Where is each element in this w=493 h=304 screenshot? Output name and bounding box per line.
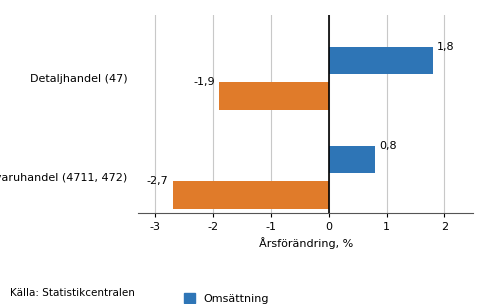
Legend: Omsättning, Försäljningsvolym: Omsättning, Försäljningsvolym xyxy=(184,293,304,304)
Text: -1,9: -1,9 xyxy=(193,78,215,87)
Text: 1,8: 1,8 xyxy=(437,42,455,52)
Bar xyxy=(173,181,329,209)
Bar xyxy=(329,47,433,74)
X-axis label: Årsförändring, %: Årsförändring, % xyxy=(258,237,353,249)
Bar xyxy=(329,146,375,173)
Text: -2,7: -2,7 xyxy=(147,176,169,186)
Bar xyxy=(219,82,329,110)
Text: Källa: Statistikcentralen: Källa: Statistikcentralen xyxy=(10,288,135,298)
Text: 0,8: 0,8 xyxy=(379,141,397,150)
